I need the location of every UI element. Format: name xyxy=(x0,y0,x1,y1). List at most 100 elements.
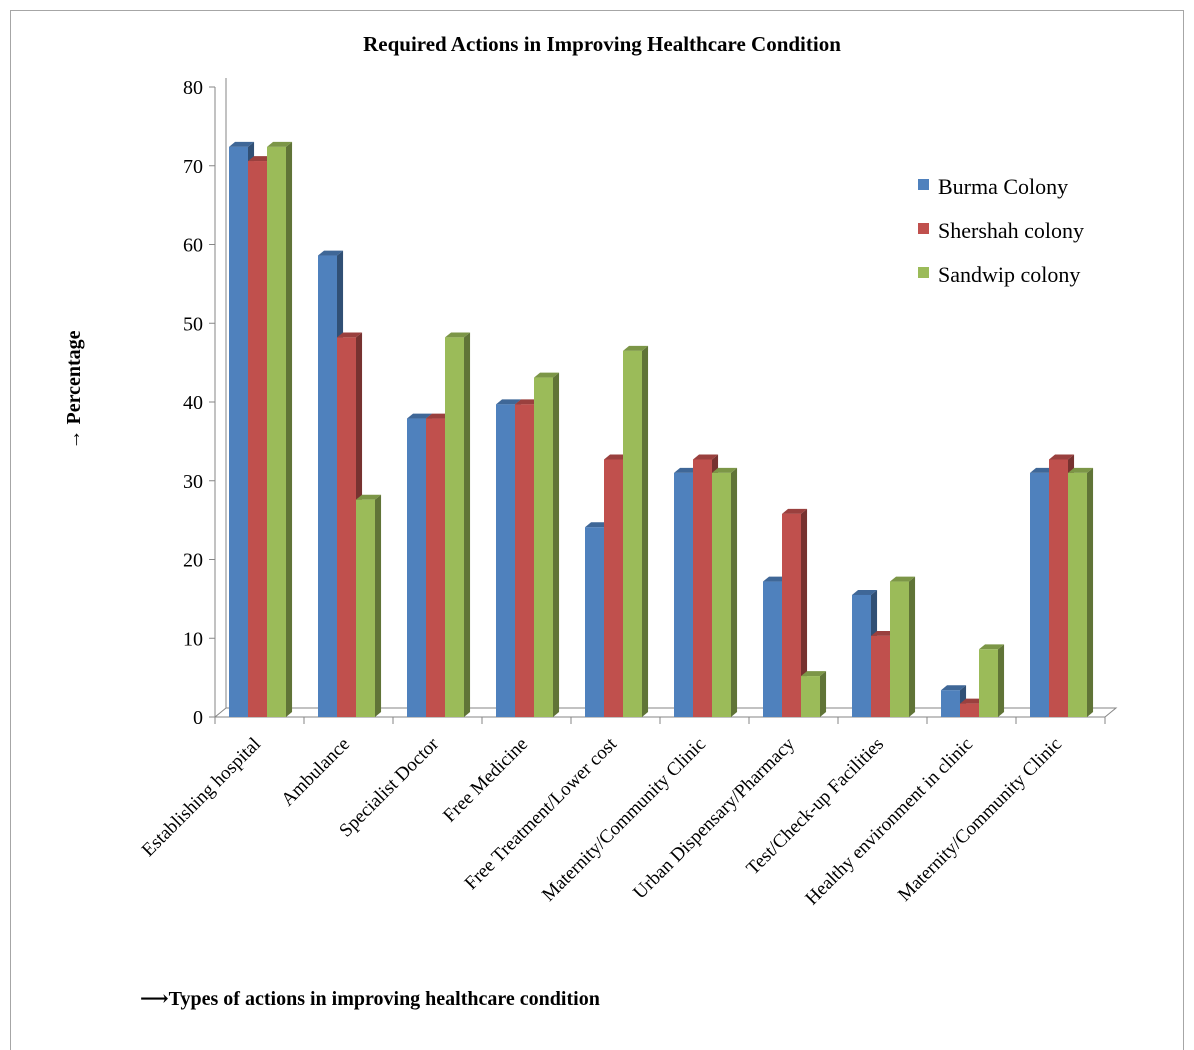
bar-top xyxy=(979,644,1005,650)
bar xyxy=(782,508,808,717)
legend-swatch xyxy=(918,223,929,234)
bar-front xyxy=(1068,472,1087,717)
bar-top xyxy=(674,467,700,473)
legend: Burma Colony Shershah colony Sandwip colon… xyxy=(918,174,1084,287)
bar-front xyxy=(318,255,337,717)
bar-top xyxy=(267,141,293,147)
bar-front xyxy=(693,459,712,717)
legend-item: Burma Colony xyxy=(918,174,1068,199)
legend-label: Burma Colony xyxy=(938,174,1068,199)
bar-top xyxy=(445,332,471,338)
y-tick-label: 30 xyxy=(183,471,203,493)
bar-top xyxy=(585,522,611,528)
bar-front xyxy=(1030,472,1049,717)
bar-top xyxy=(515,399,541,405)
bar-top xyxy=(960,698,986,704)
y-tick-label: 20 xyxy=(183,550,203,572)
bar-top xyxy=(604,454,630,460)
bar xyxy=(267,141,293,718)
bar xyxy=(890,576,916,717)
bar-side xyxy=(909,576,916,717)
bar-top xyxy=(782,508,808,514)
x-category-label: Establishing hospital xyxy=(138,734,265,861)
bar-front xyxy=(852,594,871,717)
bar-front xyxy=(674,472,693,717)
bar xyxy=(534,372,560,717)
bar-top xyxy=(318,250,344,256)
bar-top xyxy=(890,576,916,582)
bar-front xyxy=(337,337,356,717)
bar-front xyxy=(267,146,286,718)
bar xyxy=(623,345,649,717)
legend-item: Shershah colony xyxy=(918,218,1084,243)
bar-side xyxy=(820,671,827,717)
y-tick-label: 0 xyxy=(193,707,203,729)
y-tick-label: 70 xyxy=(183,156,203,178)
y-axis-label: → Percentage xyxy=(63,330,85,449)
bar-front xyxy=(782,513,801,717)
bar-top xyxy=(407,413,433,419)
y-tick-label: 10 xyxy=(183,628,203,650)
bar xyxy=(979,644,1005,717)
bar-front xyxy=(1049,459,1068,717)
plot-area: 0 10 20 30 40 50 60 70 80 Establishing hospital Am… xyxy=(138,77,1118,910)
bar xyxy=(1068,467,1094,717)
bar-side xyxy=(553,372,560,717)
x-category-label: Maternity/Community Clinic xyxy=(894,734,1066,906)
y-tick-label: 80 xyxy=(183,77,203,99)
chart-title: Required Actions in Improving Healthcare… xyxy=(363,32,841,56)
x-category-label: Free Medicine xyxy=(439,734,532,827)
bar-front xyxy=(890,581,909,717)
bar-top xyxy=(1030,467,1056,473)
x-category-label: Maternity/Community Clinic xyxy=(538,734,710,906)
legend-item: Sandwip colony xyxy=(918,262,1080,287)
bar-top xyxy=(801,671,827,677)
legend-label: Sandwip colony xyxy=(938,262,1080,287)
bar-top xyxy=(871,630,897,636)
chart-frame xyxy=(10,10,1184,1050)
legend-swatch xyxy=(918,179,929,190)
bar-top xyxy=(534,372,560,378)
bar xyxy=(356,494,382,717)
bar-side xyxy=(375,494,382,717)
bar-front xyxy=(941,690,960,717)
bar xyxy=(801,671,827,717)
bar-front xyxy=(445,337,464,717)
bar-front xyxy=(801,676,820,717)
bar-side xyxy=(998,644,1005,717)
bar-top xyxy=(356,494,382,500)
bar xyxy=(712,467,738,717)
legend-label: Shershah colony xyxy=(938,218,1084,243)
bar-side xyxy=(1087,467,1094,717)
bar-top xyxy=(623,345,649,351)
bar-side xyxy=(464,332,471,717)
bar-front xyxy=(248,161,267,717)
bar-top xyxy=(852,589,878,595)
bar-front xyxy=(979,649,998,717)
bar-front xyxy=(515,404,534,717)
bar-side xyxy=(801,508,808,717)
bar-top xyxy=(712,467,738,473)
bar-front xyxy=(356,499,375,717)
bar xyxy=(445,332,471,717)
bar-top xyxy=(426,413,452,419)
bar-front xyxy=(712,472,731,717)
bar-front xyxy=(871,635,890,717)
bar-top xyxy=(1049,454,1075,460)
bar-front xyxy=(604,459,623,717)
bar-front xyxy=(763,581,782,717)
bar-front xyxy=(960,703,979,717)
x-category-label: Healthy environment in clinic xyxy=(801,734,977,910)
bar-front xyxy=(229,146,248,718)
y-tick-label: 40 xyxy=(183,392,203,414)
y-tick-label: 60 xyxy=(183,235,203,257)
x-axis-label: ⟶Types of actions in improving healthcar… xyxy=(140,988,600,1010)
bar-front xyxy=(426,418,445,717)
x-category-label: Free Treatment/Lower cost xyxy=(461,733,622,894)
legend-swatch xyxy=(918,267,929,278)
bar-side xyxy=(731,467,738,717)
bar-top xyxy=(496,399,522,405)
bar-side xyxy=(286,141,293,717)
bar-top xyxy=(763,576,789,582)
x-category-label: Urban Dispensary/Pharmacy xyxy=(629,733,799,903)
